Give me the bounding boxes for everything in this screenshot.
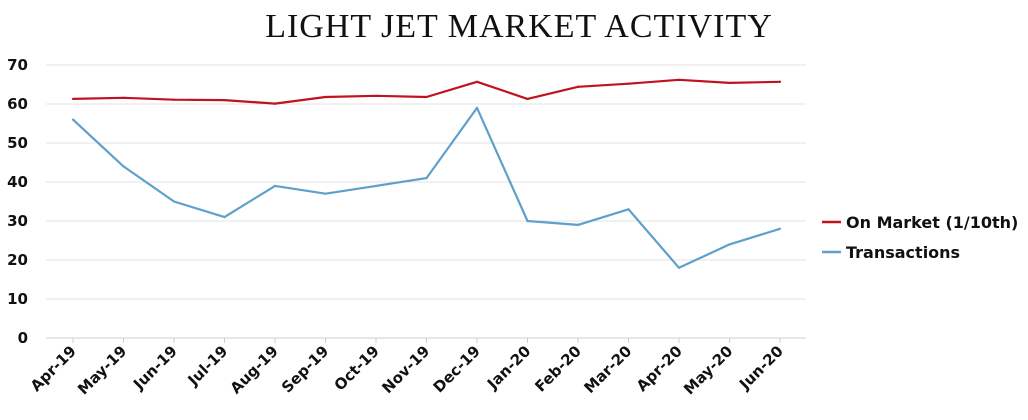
- data-point: [425, 177, 428, 180]
- y-tick-label: 30: [7, 212, 28, 230]
- x-tick-label: Jun-20: [735, 342, 787, 394]
- data-point: [475, 106, 479, 109]
- data-point: [627, 208, 630, 211]
- x-tick-label: Jun-19: [129, 342, 181, 394]
- y-tick-label: 60: [7, 95, 28, 113]
- data-point: [71, 97, 75, 101]
- series-line-2: [72, 106, 781, 269]
- y-tick-label: 50: [7, 134, 28, 152]
- data-point: [576, 85, 580, 88]
- y-tick-label: 20: [7, 251, 28, 269]
- legend: On Market (1/10th) Transactions: [822, 213, 1018, 262]
- data-point: [273, 184, 277, 187]
- chart-title: LIGHT JET MARKET ACTIVITY: [265, 8, 773, 45]
- data-point: [374, 184, 378, 187]
- data-point: [728, 243, 731, 246]
- data-point: [627, 82, 630, 85]
- data-point: [71, 118, 75, 121]
- data-point: [122, 96, 125, 99]
- x-tick-label: Jul-19: [184, 342, 232, 390]
- x-tick-label: May-20: [680, 342, 736, 398]
- data-point: [475, 80, 479, 83]
- x-tick-label: Feb-20: [531, 342, 584, 395]
- series-lines: [71, 78, 782, 269]
- x-tick-label: Sep-19: [278, 342, 332, 396]
- data-point: [778, 227, 782, 230]
- data-point: [425, 95, 428, 99]
- data-point: [526, 219, 529, 223]
- data-point: [728, 81, 731, 85]
- y-tick-label: 10: [7, 290, 28, 308]
- y-tick-label: 70: [7, 56, 28, 74]
- data-point: [677, 266, 681, 269]
- y-tick-label: 0: [18, 329, 28, 347]
- data-point: [576, 223, 580, 226]
- x-tick-label: Apr-19: [27, 342, 80, 395]
- data-point: [526, 97, 529, 101]
- data-point: [223, 99, 226, 102]
- data-point: [778, 80, 782, 83]
- data-point: [223, 216, 226, 219]
- data-point: [324, 192, 327, 195]
- data-point: [122, 165, 125, 168]
- x-tick-label: Jan-20: [483, 342, 534, 393]
- data-point: [273, 102, 277, 105]
- x-tick-label: Oct-19: [331, 342, 383, 394]
- legend-label: Transactions: [846, 243, 960, 262]
- y-tick-labels: 0 10 20 30 40 50 60 70: [7, 56, 28, 347]
- x-tick-label: Dec-19: [430, 342, 484, 396]
- x-tick-label: Apr-20: [633, 342, 686, 395]
- x-tick-label: Aug-19: [227, 342, 282, 397]
- data-point: [677, 78, 681, 81]
- data-point: [374, 94, 378, 97]
- x-tick-label: Nov-19: [378, 342, 433, 397]
- y-tick-label: 40: [7, 173, 28, 191]
- gridlines: [46, 64, 806, 300]
- data-point: [172, 200, 176, 203]
- axes: [46, 337, 806, 343]
- legend-label: On Market (1/10th): [846, 213, 1018, 232]
- x-tick-label: May-19: [74, 342, 130, 398]
- series-line-1: [72, 78, 781, 105]
- data-point: [324, 95, 327, 99]
- x-tick-label: Mar-20: [580, 342, 635, 397]
- data-point: [172, 98, 176, 101]
